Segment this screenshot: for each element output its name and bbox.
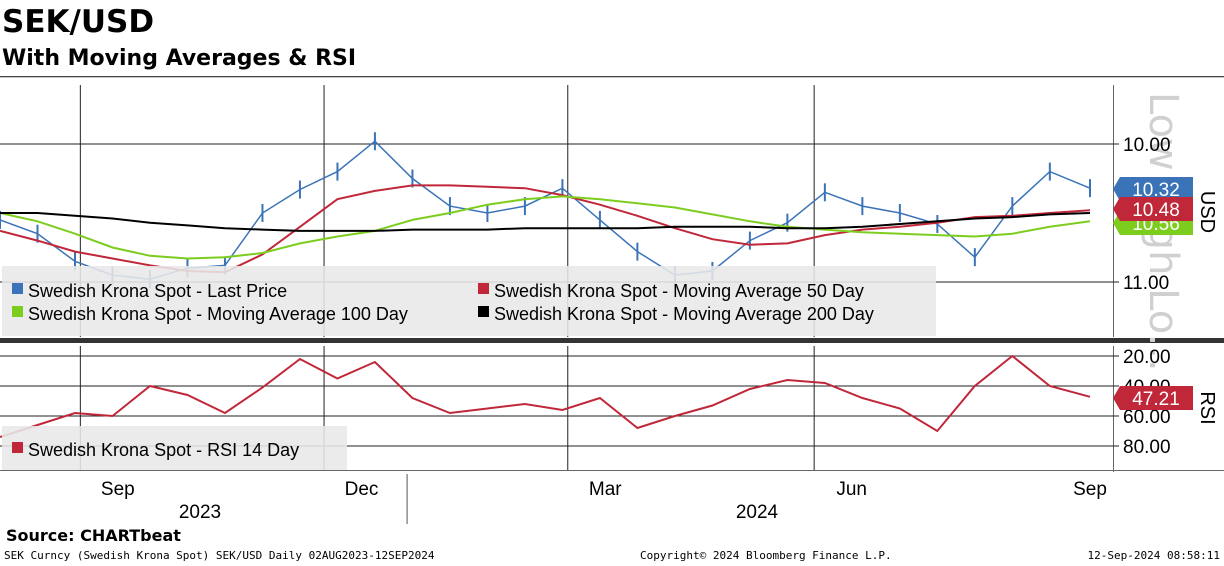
last-value-tag-text: 10.32 (1132, 180, 1180, 201)
ma100-line (0, 195, 1091, 260)
chart-legend: Swedish Krona Spot - Last Price Swedish K… (2, 266, 936, 470)
rsi-y-tick-label: 20.00 (1123, 347, 1171, 368)
rsi-last-value-tag-text: 47.21 (1132, 389, 1180, 410)
price-legend-label: Swedish Krona Spot - Last Price (28, 281, 287, 301)
last-value-tag-bg (1113, 197, 1193, 221)
ma100-legend-label: Swedish Krona Spot - Moving Average 100 … (28, 304, 408, 324)
rsi-legend-box (2, 426, 347, 470)
x-tick-label: Sep (1073, 479, 1107, 500)
year-label: 2023 (179, 502, 221, 523)
price-y-tick-label: 10.00 (1123, 135, 1171, 156)
rsi-y-tick-label: 80.00 (1123, 437, 1171, 458)
rsi-y-axis-label: RSI (1196, 391, 1218, 424)
source-note: Source: CHARTbeat (6, 526, 181, 545)
ma200-line (0, 212, 1091, 232)
rsi-y-tick-label: 60.00 (1123, 407, 1171, 428)
ma50-legend-swatch (478, 283, 489, 294)
rsi-legend-label: Swedish Krona Spot - RSI 14 Day (28, 440, 299, 460)
last-value-tag-text: 10.48 (1132, 200, 1180, 221)
price-y-axis-label: USD (1196, 191, 1218, 233)
price-y-tick-label: 11.00 (1123, 273, 1169, 294)
ma50-legend-label: Swedish Krona Spot - Moving Average 50 D… (494, 281, 864, 301)
price-legend-swatch (12, 283, 23, 294)
footer-security-info: SEK Curncy (Swedish Krona Spot) SEK/USD … (4, 549, 435, 562)
footer-timestamp: 12-Sep-2024 08:58:11 (1087, 549, 1220, 562)
rsi-legend-swatch (12, 442, 23, 453)
x-tick-label: Mar (589, 479, 622, 500)
ma100-legend-swatch (12, 306, 23, 317)
x-tick-label: Dec (345, 479, 379, 500)
x-tick-label: Jun (836, 479, 867, 500)
rsi-line (0, 354, 1091, 438)
last-value-tag-bg (1113, 177, 1193, 201)
chart-frames (0, 76, 1224, 472)
chart-title: SEK/USD (2, 4, 155, 40)
chart-axes: 10.0011.0020.0040.0060.0080.00USDRSISepD… (101, 135, 1218, 524)
chart-subtitle: With Moving Averages & RSI (2, 46, 357, 71)
last-value-tag: 10.32 (1113, 177, 1193, 201)
rsi-last-value-tag-bg (1113, 386, 1193, 410)
rsi-last-value-tag: 47.21 (1113, 386, 1193, 410)
footer-copyright: Copyright© 2024 Bloomberg Finance L.P. (640, 549, 892, 562)
last-value-tag: 10.48 (1113, 197, 1193, 221)
ma200-legend-swatch (478, 306, 489, 317)
year-label: 2024 (736, 502, 779, 523)
ma200-legend-label: Swedish Krona Spot - Moving Average 200 … (494, 304, 874, 324)
x-tick-label: Sep (101, 479, 135, 500)
last-price-line (0, 140, 1091, 280)
price-legend-box (2, 266, 936, 336)
